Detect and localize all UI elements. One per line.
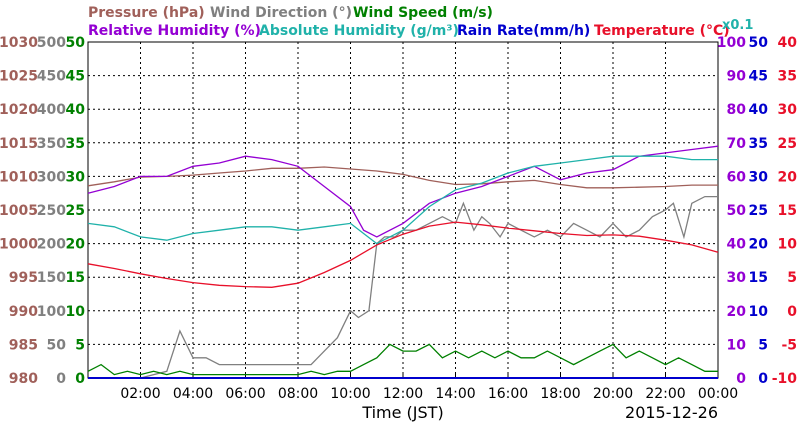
y-tick-relative-humidity: 50 xyxy=(727,203,747,219)
y-tick-wind-speed: 20 xyxy=(66,237,86,253)
y-tick-pressure: 1030 xyxy=(0,35,38,51)
y-tick-wind-direction: 250 xyxy=(37,203,66,219)
series-wind-direction xyxy=(88,195,718,379)
y-tick-temperature: 0 xyxy=(787,304,797,320)
y-tick-rain-rate: 15 xyxy=(749,270,768,286)
y-tick-relative-humidity: 60 xyxy=(727,169,747,185)
y-tick-wind-speed: 40 xyxy=(66,102,86,118)
y-tick-wind-speed: 0 xyxy=(75,371,85,387)
y-tick-wind-direction: 500 xyxy=(37,35,66,51)
y-tick-pressure: 1015 xyxy=(0,136,38,152)
legend-absolute-humidity: Absolute Humidity (g/m³) xyxy=(259,23,459,39)
y-tick-temperature: 15 xyxy=(778,203,797,219)
x-tick-label: 00:00 xyxy=(698,386,738,402)
y-tick-pressure: 995 xyxy=(9,270,38,286)
series-pressure-hpa xyxy=(87,166,718,189)
y-tick-wind-speed: 50 xyxy=(66,35,86,51)
absolute-humidity-scale-note: x0.1 xyxy=(722,18,753,33)
x-axis: 02:00 04:00 06:00 08:00 10:00 12:00 14:00 16:00… xyxy=(120,372,738,402)
y-tick-temperature: 10 xyxy=(778,237,798,253)
y-tick-wind-speed: 15 xyxy=(66,270,85,286)
legend-wind-direction: Wind Direction (°) xyxy=(210,5,352,21)
legend-relative-humidity: Relative Humidity (%) xyxy=(88,23,261,39)
y-tick-rain-rate: 5 xyxy=(758,337,768,353)
y-tick-wind-speed: 5 xyxy=(75,337,85,353)
y-tick-pressure: 990 xyxy=(9,304,38,320)
y-tick-relative-humidity: 90 xyxy=(727,69,747,85)
series-wind-speed-m-s xyxy=(87,343,718,376)
y-tick-relative-humidity: 100 xyxy=(717,35,746,51)
y-tick-pressure: 980 xyxy=(9,371,38,387)
y-tick-relative-humidity: 10 xyxy=(727,337,747,353)
y-tick-temperature: 20 xyxy=(778,169,798,185)
legend-temperature: Temperature (°C) xyxy=(594,23,730,39)
legend-wind-speed: Wind Speed (m/s) xyxy=(353,5,493,21)
y-tick-rain-rate: 30 xyxy=(749,169,769,185)
y-tick-pressure: 1010 xyxy=(0,169,38,185)
y-tick-pressure: 985 xyxy=(9,337,38,353)
y-tick-temperature: -10 xyxy=(772,371,798,387)
series-absolute-humidity-g-m xyxy=(87,155,718,245)
x-tick-label: 06:00 xyxy=(225,386,265,402)
y-tick-wind-direction: 350 xyxy=(37,136,66,152)
y-tick-wind-direction: 400 xyxy=(37,102,66,118)
y-tick-wind-speed: 25 xyxy=(66,203,85,219)
y-tick-rain-rate: 20 xyxy=(749,237,769,253)
legend-rain-rate: Rain Rate(mm/h) xyxy=(457,23,590,39)
y-tick-temperature: -5 xyxy=(781,337,797,353)
x-tick-label: 10:00 xyxy=(330,386,370,402)
y-tick-rain-rate: 45 xyxy=(749,69,768,85)
x-tick-label: 04:00 xyxy=(173,386,213,402)
y-tick-wind-direction: 200 xyxy=(37,237,66,253)
y-tick-wind-speed: 30 xyxy=(66,169,86,185)
x-axis-title: Time (JST) xyxy=(361,403,443,422)
y-tick-temperature: 5 xyxy=(787,270,797,286)
y-tick-wind-direction: 450 xyxy=(37,69,66,85)
series-layer xyxy=(87,145,719,379)
legend-pressure: Pressure (hPa) xyxy=(88,5,205,21)
y-tick-wind-direction: 150 xyxy=(37,270,66,286)
x-tick-label: 08:00 xyxy=(278,386,318,402)
x-tick-label: 02:00 xyxy=(120,386,160,402)
y-tick-rain-rate: 35 xyxy=(749,136,768,152)
y-tick-rain-rate: 0 xyxy=(758,371,768,387)
x-tick-label: 20:00 xyxy=(593,386,633,402)
y-tick-temperature: 35 xyxy=(778,69,797,85)
y-tick-relative-humidity: 20 xyxy=(727,304,747,320)
y-tick-wind-speed: 35 xyxy=(66,136,85,152)
y-tick-temperature: 30 xyxy=(778,102,798,118)
series-temperature-c xyxy=(87,221,719,288)
y-tick-wind-direction: 50 xyxy=(47,337,67,353)
y-tick-wind-speed: 45 xyxy=(66,69,85,85)
y-tick-wind-direction: 0 xyxy=(56,371,66,387)
y-tick-wind-direction: 300 xyxy=(37,169,66,185)
y-tick-rain-rate: 10 xyxy=(749,304,769,320)
y-tick-pressure: 1025 xyxy=(0,69,38,85)
x-tick-label: 12:00 xyxy=(383,386,423,402)
y-tick-relative-humidity: 0 xyxy=(736,371,746,387)
y-tick-relative-humidity: 40 xyxy=(727,237,747,253)
y-tick-rain-rate: 40 xyxy=(749,102,769,118)
y-tick-pressure: 1005 xyxy=(0,203,38,219)
y-tick-pressure: 1000 xyxy=(0,237,38,253)
y-tick-temperature: 25 xyxy=(778,136,797,152)
y-tick-relative-humidity: 80 xyxy=(727,102,747,118)
y-tick-relative-humidity: 70 xyxy=(727,136,747,152)
y-axes: 1030102510201015101010051000995990985980… xyxy=(0,35,797,387)
y-tick-wind-direction: 100 xyxy=(37,304,66,320)
x-tick-label: 18:00 xyxy=(540,386,580,402)
x-tick-label: 22:00 xyxy=(645,386,685,402)
y-tick-temperature: 40 xyxy=(778,35,798,51)
y-tick-relative-humidity: 30 xyxy=(727,270,747,286)
y-tick-wind-speed: 10 xyxy=(66,304,86,320)
chart-date: 2015-12-26 xyxy=(625,403,718,422)
y-tick-rain-rate: 50 xyxy=(749,35,769,51)
series-relative-humidity xyxy=(87,145,719,238)
x-tick-label: 14:00 xyxy=(435,386,475,402)
y-tick-pressure: 1020 xyxy=(0,102,38,118)
x-tick-label: 16:00 xyxy=(488,386,528,402)
grid xyxy=(88,42,718,378)
y-tick-rain-rate: 25 xyxy=(749,203,768,219)
